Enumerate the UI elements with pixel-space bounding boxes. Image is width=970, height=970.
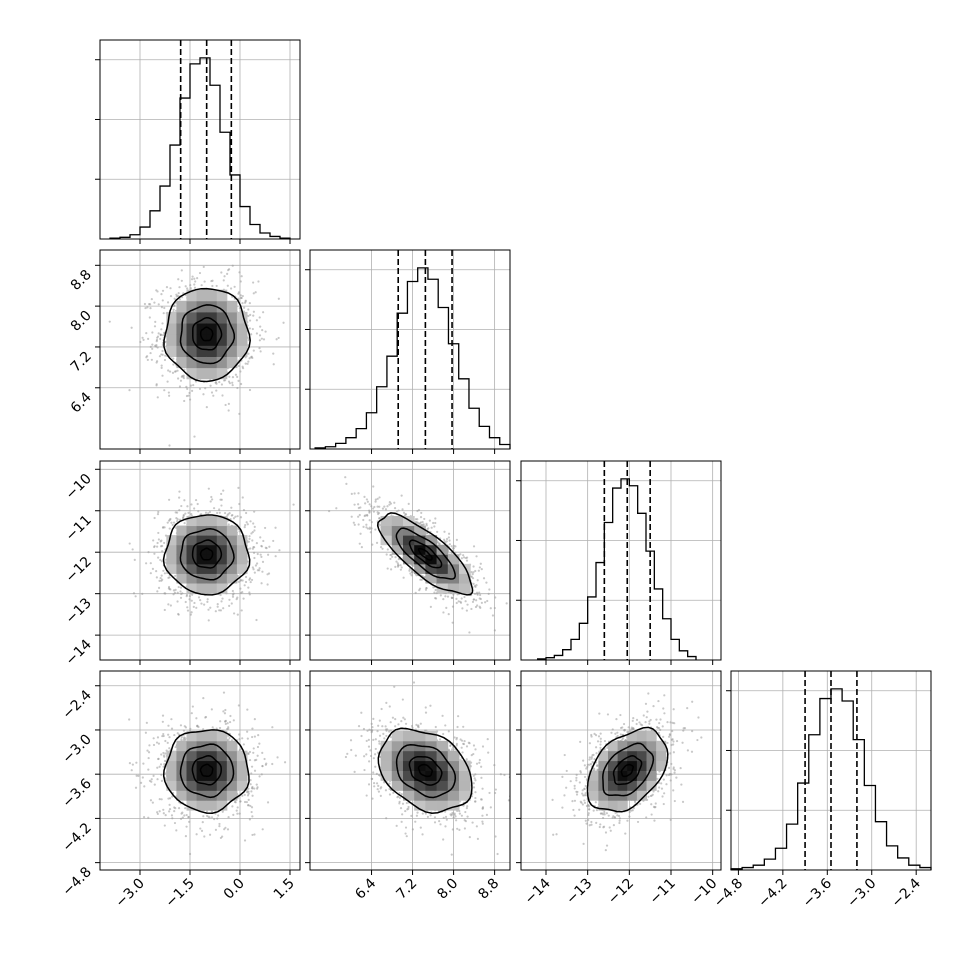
y-tick-label-1-1: 7.2	[68, 348, 95, 375]
hist-panel-2	[516, 460, 722, 665]
scatter-panel-3-1	[305, 670, 511, 875]
y-tick-label-2-1: −13	[63, 595, 95, 627]
contour-1-0-1	[192, 316, 223, 351]
scatter-panel-3-2	[516, 670, 722, 875]
contour-2-1-3	[376, 512, 474, 596]
scatter-panel-1-0	[95, 249, 301, 454]
x-tick-label-1-2: 8.0	[434, 876, 461, 903]
contour-2-0-2	[179, 528, 235, 581]
contour-2-1-1	[408, 539, 443, 569]
x-tick-label-0-2: 0.0	[221, 876, 248, 903]
y-tick-label-2-0: −14	[63, 637, 95, 669]
y-tick-label-2-3: −11	[63, 512, 95, 544]
x-tick-label-1-3: 8.8	[475, 876, 502, 903]
y-tick-label-1-2: 8.0	[68, 308, 95, 335]
x-tick-label-2-2: −12	[605, 876, 637, 908]
contour-3-0-2	[179, 743, 235, 799]
contour-3-1-1	[408, 756, 443, 786]
x-tick-label-3-2: −3.6	[800, 875, 835, 910]
x-tick-label-3-0: −4.8	[711, 876, 746, 911]
x-tick-label-3-4: −2.4	[889, 875, 924, 910]
y-tick-label-3-2: −3.6	[59, 776, 94, 811]
x-tick-label-0-0: −3.0	[112, 876, 147, 911]
x-tick-label-2-3: −11	[647, 876, 679, 908]
contour-1-0-3	[163, 287, 251, 383]
scatter-panel-2-0	[95, 460, 301, 665]
x-tick-label-3-3: −3.0	[844, 876, 879, 911]
contour-3-1-2	[395, 744, 457, 799]
contour-3-0-1	[191, 755, 222, 786]
contour-2-1-2	[395, 527, 456, 580]
contour-3-2-0	[620, 763, 634, 778]
x-tick-label-1-1: 7.2	[393, 876, 420, 903]
contour-3-1-0	[417, 763, 433, 778]
contour-3-0-3	[162, 729, 250, 814]
contour-3-1-3	[377, 727, 473, 814]
contour-1-0-0	[199, 326, 214, 342]
contour-2-0-3	[162, 514, 251, 596]
x-tick-label-3-1: −4.2	[755, 876, 790, 911]
hist-panel-1	[305, 249, 511, 454]
hist-panel-3	[726, 670, 932, 875]
histogram-1	[314, 267, 511, 449]
y-tick-label-3-1: −4.2	[59, 820, 94, 855]
contour-2-1-0	[417, 547, 433, 561]
x-tick-label-2-1: −13	[563, 876, 595, 908]
scatter-panel-2-1	[305, 460, 511, 665]
x-tick-label-0-1: −1.5	[162, 876, 197, 911]
y-tick-label-3-4: −2.4	[59, 687, 94, 722]
x-tick-label-0-3: 1.5	[271, 876, 298, 903]
contour-3-2-2	[602, 742, 655, 797]
x-tick-label-1-0: 6.4	[352, 875, 379, 902]
y-tick-label-1-0: 6.4	[68, 389, 95, 416]
contour-3-2-1	[612, 755, 643, 786]
x-tick-label-2-0: −14	[522, 875, 554, 907]
contour-3-2-3	[586, 726, 669, 813]
y-tick-label-3-0: −4.8	[59, 864, 94, 899]
histogram-2	[537, 478, 697, 660]
histogram-0	[109, 57, 291, 239]
contour-2-0-0	[199, 547, 214, 561]
hist-panel-0	[95, 39, 301, 244]
y-tick-label-2-4: −10	[63, 471, 95, 503]
y-tick-label-3-3: −3.0	[59, 731, 94, 766]
contour-1-0-2	[179, 304, 236, 365]
scatter-panel-3-0	[95, 670, 301, 875]
y-tick-label-1-3: 8.8	[68, 267, 95, 294]
contour-3-0-0	[199, 763, 214, 778]
y-tick-label-2-2: −12	[63, 554, 95, 586]
contour-2-0-1	[191, 539, 223, 569]
